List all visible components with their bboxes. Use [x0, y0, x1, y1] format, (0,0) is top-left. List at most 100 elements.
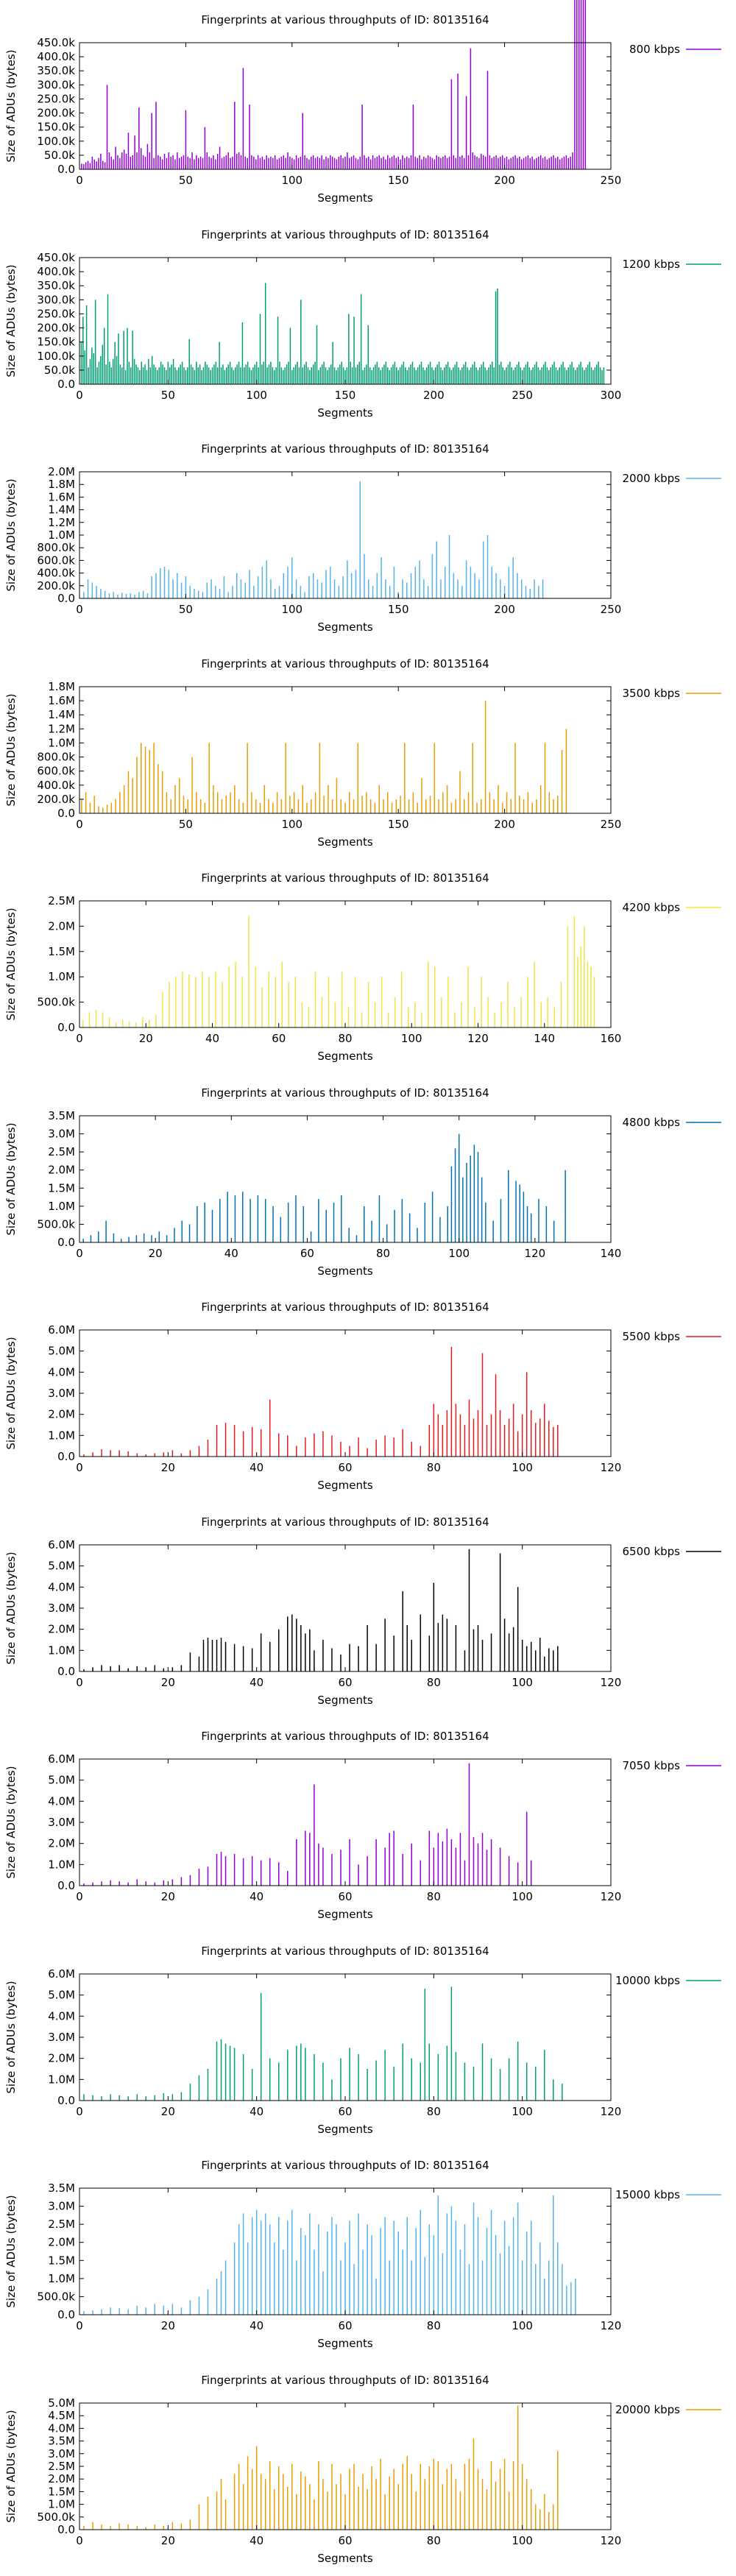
y-tick-label: 1.0M: [48, 2497, 75, 2510]
x-tick-label: 80: [427, 2534, 441, 2547]
y-tick-label: 3.0M: [48, 2031, 75, 2044]
y-tick-label: 3.0M: [48, 1816, 75, 1829]
legend-label: 5500 kbps: [623, 1330, 681, 1343]
chart-title: Fingerprints at various throughputs of I…: [201, 1515, 489, 1529]
legend-label: 15000 kbps: [615, 2188, 680, 2201]
y-tick-label: 500.0k: [37, 1217, 75, 1231]
bars: [83, 481, 544, 598]
x-tick-label: 80: [376, 1247, 390, 1260]
x-axis-label: Segments: [317, 406, 373, 420]
y-axis-label: Size of ADUs (bytes): [4, 1981, 18, 2093]
y-tick-label: 5.0M: [48, 1988, 75, 2001]
y-tick-label: 0.0: [57, 592, 75, 605]
x-tick-label: 200: [494, 603, 515, 616]
bars: [83, 1346, 559, 1457]
legend-label: 800 kbps: [629, 43, 680, 56]
x-tick-label: 20: [149, 1247, 163, 1260]
y-axis-label: Size of ADUs (bytes): [4, 264, 18, 377]
x-tick-label: 60: [338, 1461, 352, 1474]
x-tick-label: 80: [427, 1676, 441, 1689]
y-tick-label: 4.0M: [48, 1794, 75, 1808]
y-tick-label: 0.0: [57, 1879, 75, 1892]
y-tick-label: 1.0M: [48, 1199, 75, 1212]
bars: [83, 1763, 532, 1886]
y-tick-label: 200.0k: [37, 792, 75, 805]
y-tick-label: 5.0M: [48, 1559, 75, 1572]
y-tick-label: 2.0M: [48, 1163, 75, 1176]
x-tick-label: 60: [338, 2319, 352, 2332]
y-tick-label: 100.0k: [37, 349, 75, 362]
legend-label: 20000 kbps: [615, 2403, 680, 2416]
y-tick-label: 2.0M: [48, 2051, 75, 2064]
y-tick-label: 4.5M: [48, 2409, 75, 2422]
chart-3: Fingerprints at various throughputs of I…: [4, 657, 721, 849]
bars: [83, 1986, 563, 2101]
x-tick-label: 120: [601, 2105, 622, 2118]
x-tick-label: 20: [161, 1461, 175, 1474]
x-axis-label: Segments: [317, 835, 373, 849]
x-tick-label: 0: [76, 1890, 83, 1903]
y-tick-label: 1.5M: [48, 945, 75, 958]
y-tick-label: 400.0k: [37, 567, 75, 580]
legend-label: 3500 kbps: [623, 687, 681, 700]
chart-1: Fingerprints at various throughputs of I…: [4, 228, 721, 420]
x-tick-label: 60: [338, 1676, 352, 1689]
x-tick-label: 200: [494, 818, 515, 831]
chart-title: Fingerprints at various throughputs of I…: [201, 2374, 489, 2387]
plot-frame: [79, 471, 612, 599]
x-axis-label: Segments: [317, 2123, 373, 2136]
x-tick-label: 40: [250, 1676, 263, 1689]
x-tick-label: 100: [512, 2105, 533, 2118]
y-tick-label: 250.0k: [37, 307, 75, 320]
y-tick-label: 4.0M: [48, 1580, 75, 1593]
x-tick-label: 0: [76, 174, 83, 187]
x-tick-label: 0: [76, 1676, 83, 1689]
x-axis-label: Segments: [317, 1050, 373, 1063]
y-tick-label: 4.0M: [48, 2421, 75, 2435]
y-axis-label: Size of ADUs (bytes): [4, 2195, 18, 2307]
y-tick-label: 0.0: [57, 1021, 75, 1034]
chart-title: Fingerprints at various throughputs of I…: [201, 1086, 489, 1100]
x-tick-label: 100: [401, 1032, 422, 1045]
y-tick-label: 1.6M: [48, 694, 75, 707]
x-tick-label: 150: [388, 603, 409, 616]
x-tick-label: 80: [338, 1032, 352, 1045]
bars: [81, 700, 567, 813]
x-tick-label: 0: [76, 389, 83, 402]
y-tick-label: 0.0: [57, 1450, 75, 1463]
bars: [83, 1549, 559, 1671]
chart-2: Fingerprints at various throughputs of I…: [4, 442, 721, 634]
x-tick-label: 40: [250, 2319, 263, 2332]
plot-frame: [79, 686, 612, 813]
y-tick-label: 2.5M: [48, 2218, 75, 2231]
x-tick-label: 60: [338, 1890, 352, 1903]
x-tick-label: 0: [76, 2534, 83, 2547]
x-tick-label: 120: [601, 2319, 622, 2332]
y-tick-label: 400.0k: [37, 265, 75, 278]
legend-label: 4200 kbps: [623, 901, 681, 914]
chart-9: Fingerprints at various throughputs of I…: [4, 1945, 721, 2136]
y-tick-label: 3.0M: [48, 1387, 75, 1400]
y-axis-label: Size of ADUs (bytes): [4, 478, 18, 591]
x-tick-label: 20: [161, 2319, 175, 2332]
x-tick-label: 0: [76, 1247, 83, 1260]
y-tick-label: 5.0M: [48, 2396, 75, 2410]
x-axis-label: Segments: [317, 2552, 373, 2565]
y-tick-label: 450.0k: [37, 251, 75, 264]
chart-8: Fingerprints at various throughputs of I…: [4, 1730, 721, 1921]
y-tick-label: 200.0k: [37, 579, 75, 592]
x-tick-label: 150: [335, 389, 356, 402]
x-tick-label: 80: [427, 1890, 441, 1903]
x-tick-label: 100: [512, 1461, 533, 1474]
x-tick-label: 100: [512, 2534, 533, 2547]
y-tick-label: 1.2M: [48, 516, 75, 529]
x-tick-label: 250: [512, 389, 533, 402]
chart-title: Fingerprints at various throughputs of I…: [201, 657, 489, 670]
y-tick-label: 1.0M: [48, 1429, 75, 1442]
x-tick-label: 150: [388, 818, 409, 831]
y-tick-label: 50.0k: [44, 363, 75, 376]
y-tick-label: 3.0M: [48, 1602, 75, 1615]
x-tick-label: 100: [512, 2319, 533, 2332]
y-tick-label: 1.5M: [48, 2485, 75, 2498]
x-tick-label: 50: [179, 174, 193, 187]
